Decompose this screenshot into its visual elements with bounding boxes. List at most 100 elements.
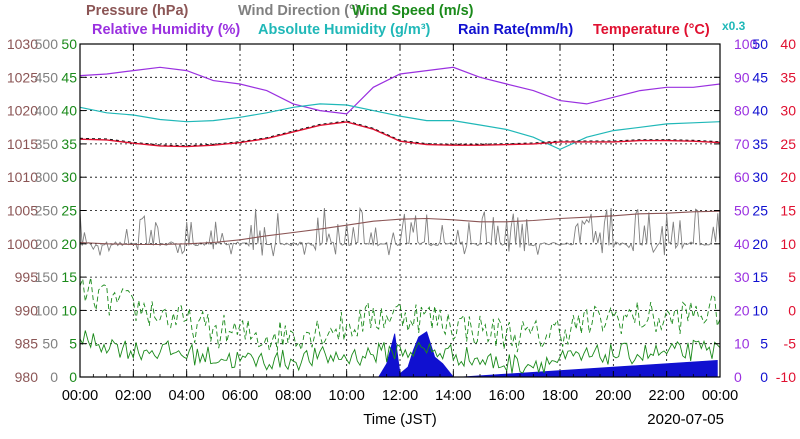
left-tick-label-winddir: 150 <box>35 269 59 285</box>
x-tick-label: 22:00 <box>649 388 685 404</box>
right-tick-label-rh: 60 <box>734 169 750 185</box>
right-tick-label-rh: 70 <box>734 136 750 152</box>
left-tick-label-pressure: 1020 <box>7 103 38 119</box>
left-tick-label-winddir: 350 <box>35 136 59 152</box>
right-tick-label-rain: 25 <box>752 203 768 219</box>
right-tick-label-temp: -5 <box>784 336 797 352</box>
x-tick-label: 16:00 <box>489 388 525 404</box>
x-axis: 00:00 02:00 04:00 06:00 08:00 10:00 12:00 14:00… <box>62 388 738 428</box>
left-tick-label-winddir: 500 <box>35 36 59 52</box>
x-tick-label: 20:00 <box>595 388 631 404</box>
x-axis-title: Time (JST) <box>363 411 437 428</box>
left-tick-label-pressure: 985 <box>15 336 39 352</box>
right-tick-label-temp: 25 <box>780 136 796 152</box>
right-tick-label-temp: 5 <box>788 269 796 285</box>
right-tick-label-rh: 30 <box>734 269 750 285</box>
series-relative-humidity <box>79 66 721 115</box>
left-tick-label-windspeed: 20 <box>61 236 77 252</box>
left-tick-label-winddir: 100 <box>35 302 59 318</box>
left-tick-label-pressure: 990 <box>15 302 39 318</box>
grid <box>80 44 720 377</box>
left-tick-label-windspeed: 30 <box>61 169 77 185</box>
left-tick-label-winddir: 400 <box>35 103 59 119</box>
x-tick-label: 18:00 <box>542 388 578 404</box>
legend-label-rain: Rain Rate(mm/h) <box>458 22 573 38</box>
x-tick-label: 00:00 <box>62 388 98 404</box>
right-tick-label-rh: 20 <box>734 302 750 318</box>
ah-scale-note: x0.3 <box>722 19 746 33</box>
right-tick-label-rain: 0 <box>760 369 768 385</box>
right-tick-label-temp: 15 <box>780 203 796 219</box>
left-tick-label-pressure: 1025 <box>7 69 38 85</box>
legend-label-temp: Temperature (°C) <box>593 22 710 38</box>
x-tick-label: 08:00 <box>275 388 311 404</box>
left-tick-label-windspeed: 35 <box>61 136 77 152</box>
left-tick-label-pressure: 1005 <box>7 203 38 219</box>
right-tick-label-rh: 100 <box>734 36 758 52</box>
left-tick-label-pressure: 980 <box>15 369 39 385</box>
left-tick-label-windspeed: 45 <box>61 69 77 85</box>
left-tick-label-windspeed: 15 <box>61 269 77 285</box>
legend-label-pressure: Pressure (hPa) <box>86 3 189 19</box>
series-wind-direction <box>79 206 721 257</box>
right-tick-label-rh: 80 <box>734 103 750 119</box>
right-tick-label-rh: 50 <box>734 203 750 219</box>
left-tick-label-pressure: 1000 <box>7 236 38 252</box>
left-tick-label-windspeed: 10 <box>61 302 77 318</box>
right-tick-label-rain: 30 <box>752 169 768 185</box>
right-tick-label-rain: 20 <box>752 236 768 252</box>
legend-label-rh: Relative Humidity (%) <box>92 22 240 38</box>
left-tick-label-winddir: 300 <box>35 169 59 185</box>
x-tick-label: 02:00 <box>115 388 151 404</box>
series-wind-speed <box>79 330 721 374</box>
left-tick-label-winddir: 0 <box>50 369 58 385</box>
right-tick-label-rain: 5 <box>760 336 768 352</box>
left-tick-label-windspeed: 50 <box>61 36 77 52</box>
series-temperature-dashed <box>79 120 721 147</box>
left-tick-label-windspeed: 0 <box>69 369 77 385</box>
right-tick-label-rh: 0 <box>734 369 742 385</box>
right-tick-label-rain: 40 <box>752 103 768 119</box>
series-pressure <box>79 210 721 246</box>
x-tick-label: 10:00 <box>329 388 365 404</box>
x-tick-label: 12:00 <box>382 388 418 404</box>
left-tick-label-pressure: 1030 <box>7 36 38 52</box>
right-tick-label-temp: 30 <box>780 103 796 119</box>
x-tick-label: 14:00 <box>435 388 471 404</box>
right-tick-label-rain: 50 <box>752 36 768 52</box>
right-tick-label-temp: -10 <box>776 369 796 385</box>
plot-frame <box>79 43 721 378</box>
left-tick-label-winddir: 250 <box>35 203 59 219</box>
right-tick-label-temp: 40 <box>780 36 796 52</box>
x-tick-label: 00:00 <box>702 388 738 404</box>
right-tick-label-rh: 90 <box>734 69 750 85</box>
right-tick-label-temp: 10 <box>780 236 796 252</box>
legend-label-winddir: Wind Direction (°) <box>238 3 360 19</box>
right-tick-label-temp: 20 <box>780 169 796 185</box>
right-tick-label-rain: 10 <box>752 302 768 318</box>
x-tick-label: 04:00 <box>169 388 205 404</box>
series-wind-gust <box>79 277 721 353</box>
legend-label-ah: Absolute Humidity (g/m³) <box>258 22 431 38</box>
series-absolute-humidity <box>79 103 721 151</box>
right-tick-label-temp: 35 <box>780 69 796 85</box>
left-axes: 1030102510201015101010051000995990985980… <box>7 36 77 385</box>
x-tick-label: 06:00 <box>222 388 258 404</box>
left-tick-label-windspeed: 5 <box>69 336 77 352</box>
chart-date: 2020-07-05 <box>647 411 724 428</box>
legend-label-windspeed: Wind Speed (m/s) <box>352 3 474 19</box>
right-tick-label-rain: 35 <box>752 136 768 152</box>
left-tick-label-pressure: 995 <box>15 269 39 285</box>
left-tick-label-pressure: 1015 <box>7 136 38 152</box>
left-tick-label-windspeed: 25 <box>61 203 77 219</box>
left-tick-label-winddir: 50 <box>42 336 58 352</box>
legend: Pressure (hPa) Wind Direction (°)Wind Spe… <box>86 3 746 38</box>
right-tick-label-rh: 40 <box>734 236 750 252</box>
right-axes: 1009080706050403020100504540353025201510… <box>734 36 796 385</box>
series-temperature <box>79 121 721 148</box>
left-tick-label-winddir: 200 <box>35 236 59 252</box>
right-tick-label-rain: 15 <box>752 269 768 285</box>
left-tick-label-pressure: 1010 <box>7 169 38 185</box>
